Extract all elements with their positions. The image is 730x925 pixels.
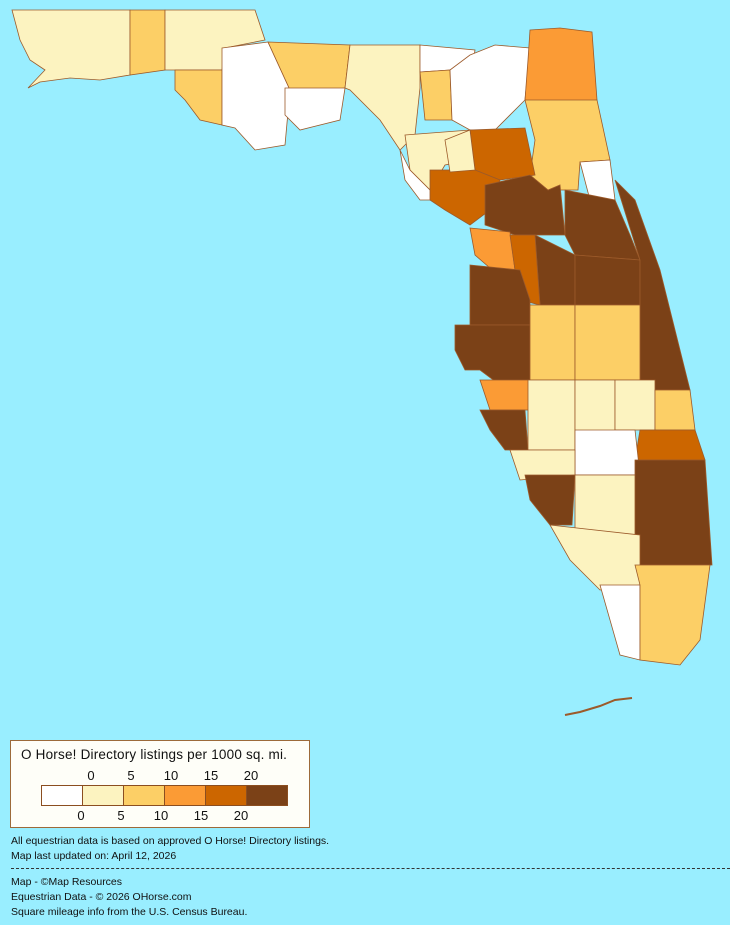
legend-tick-bottom: 10 [153,808,169,823]
county-region[interactable] [574,304,641,381]
county-region[interactable] [524,99,611,191]
county-region[interactable] [574,429,641,476]
legend-tick-top: 15 [203,768,219,783]
county-region[interactable] [284,87,346,131]
county-region[interactable] [524,474,576,526]
legend-swatch-0 [42,786,83,805]
legend-tick-top: 0 [87,768,95,783]
florida-county-map [11,9,713,716]
county-region[interactable] [129,9,166,76]
census-credit: Square mileage info from the U.S. Census… [11,906,248,918]
county-region[interactable] [574,254,641,306]
last-updated-note: Map last updated on: April 12, 2026 [11,850,177,862]
county-region[interactable] [419,69,453,121]
county-region[interactable] [524,27,598,106]
county-region[interactable] [527,379,576,451]
legend-tick-top: 5 [127,768,135,783]
legend-swatch-4 [206,786,247,805]
legend-swatch-3 [165,786,206,805]
legend: O Horse! Directory listings per 1000 sq.… [10,740,310,828]
legend-swatch-5 [247,786,287,805]
data-source-note: All equestrian data is based on approved… [11,835,330,847]
legend-title: O Horse! Directory listings per 1000 sq.… [21,747,288,762]
county-region[interactable] [634,429,706,461]
legend-tick-top: 20 [243,768,259,783]
legend-swatch-1 [83,786,124,805]
county-region[interactable] [654,389,696,431]
florida-keys [564,697,633,716]
legend-tick-bottom: 0 [77,808,85,823]
county-region[interactable] [614,379,656,431]
legend-tick-top: 10 [163,768,179,783]
county-region[interactable] [634,564,711,666]
legend-tick-bottom: 15 [193,808,209,823]
county-region[interactable] [634,459,713,566]
legend-swatch-2 [124,786,165,805]
county-region[interactable] [529,304,576,381]
legend-tick-bottom: 20 [233,808,249,823]
equestrian-data-credit: Equestrian Data - © 2026 OHorse.com [11,891,192,903]
divider [11,868,730,869]
county-region[interactable] [444,129,476,173]
county-region[interactable] [574,474,641,536]
legend-tick-bottom: 5 [117,808,125,823]
county-region[interactable] [429,169,501,226]
legend-color-bar [41,785,288,806]
county-region[interactable] [599,584,641,661]
county-region[interactable] [469,264,531,326]
map-credit: Map - ©Map Resources [11,876,123,888]
